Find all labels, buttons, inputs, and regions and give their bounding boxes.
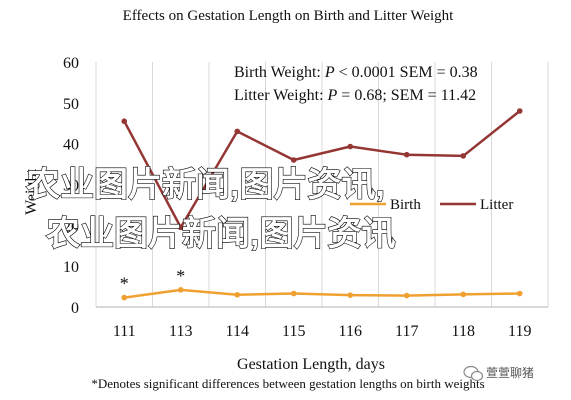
x-tick-label: 111 [113, 323, 136, 340]
footnote: *Denotes significant differences between… [91, 376, 484, 391]
vertical-gridlines [95, 62, 549, 307]
y-tick-labels: 0 10 20 30 40 50 60 [63, 55, 79, 317]
chart-title: Effects on Gestation Length on Birth and… [123, 8, 454, 24]
y-tick-label: 10 [63, 259, 79, 276]
x-tick-label: 113 [169, 323, 192, 340]
legend: Birth Litter [350, 197, 513, 213]
wechat-icon [463, 365, 484, 382]
x-axis-label: Gestation Length, days [237, 356, 385, 373]
series-lines [121, 108, 523, 301]
data-point [403, 292, 410, 299]
y-tick-label: 20 [63, 218, 79, 235]
data-point [234, 128, 241, 135]
series-line-litter [123, 110, 521, 229]
data-point [121, 118, 128, 125]
data-point [460, 153, 467, 159]
data-point [177, 224, 184, 231]
y-tick-label: 30 [63, 178, 79, 195]
data-point [121, 294, 128, 301]
y-axis-label: Weight [23, 169, 40, 215]
litter-stat-p: P [327, 87, 338, 104]
x-tick-label: 118 [452, 323, 475, 340]
significance-marks: * * [120, 266, 186, 294]
overlay-text-line2: 农业图片新闻,图片资讯 [46, 215, 395, 253]
birth-stat-p: P [324, 64, 335, 81]
x-tick-label: 114 [226, 323, 249, 340]
y-tick-label: 40 [63, 137, 79, 154]
data-point [177, 287, 184, 293]
y-tick-label: 50 [63, 96, 79, 113]
x-tick-label: 117 [395, 323, 418, 340]
data-point [234, 291, 241, 298]
data-point [403, 151, 410, 158]
data-point [290, 290, 297, 297]
x-tick-label: 116 [339, 323, 362, 340]
watermark: 萱萱聊猪 [463, 365, 534, 382]
significance-mark: * [176, 266, 185, 286]
data-point [290, 157, 297, 163]
litter-stat-annotation: Litter Weight: P = 0.68; SEM = 11.42 [234, 87, 476, 104]
litter-stat-label: Litter Weight: [234, 87, 328, 104]
birth-stat-label: Birth Weight: [234, 64, 325, 81]
data-point [516, 290, 523, 297]
watermark-text: 萱萱聊猪 [486, 366, 534, 380]
data-point [460, 291, 467, 298]
birth-stat-annotation: Birth Weight: P < 0.0001 SEM = 0.38 [234, 64, 478, 81]
x-tick-labels: 111 113 114 115 116 117 118 119 [113, 323, 532, 340]
data-point [347, 292, 354, 298]
data-point [347, 143, 354, 150]
overlay-text-line1: 农业图片新闻,图片资讯, [26, 166, 385, 204]
legend-label: Litter [480, 197, 513, 213]
birth-stat-rest: < 0.0001 SEM = 0.38 [335, 64, 478, 81]
data-point [516, 108, 523, 114]
litter-stat-rest: = 0.68; SEM = 11.42 [337, 87, 476, 104]
significance-mark: * [120, 274, 129, 294]
y-tick-label: 60 [63, 55, 79, 72]
series-line-birth [124, 288, 520, 299]
legend-label: Birth [390, 197, 421, 213]
x-tick-label: 119 [508, 323, 531, 340]
y-tick-label: 0 [71, 300, 79, 317]
x-tick-label: 115 [282, 323, 305, 340]
